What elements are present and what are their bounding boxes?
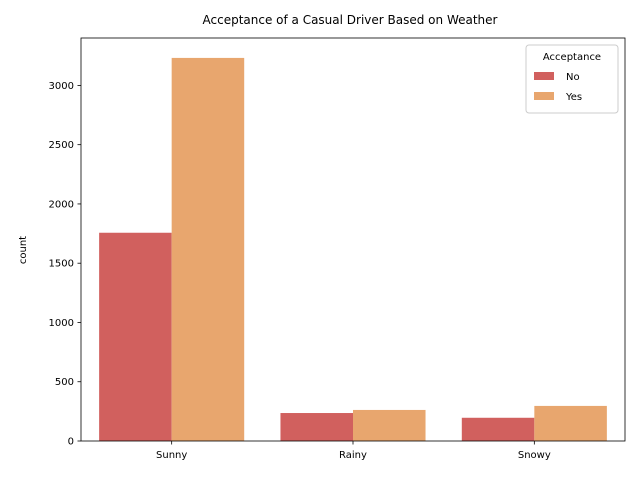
- x-tick-label-rainy: Rainy: [339, 450, 367, 461]
- legend-swatch-no: [534, 72, 554, 80]
- x-tick-label-sunny: Sunny: [156, 450, 187, 461]
- y-tick-label: 3000: [49, 81, 74, 92]
- legend-swatch-yes: [534, 92, 554, 100]
- bar-snowy-no: [461, 417, 535, 441]
- bar-rainy-no: [280, 413, 353, 441]
- legend-title: Acceptance: [543, 52, 601, 63]
- legend-label-yes: Yes: [565, 92, 582, 103]
- legend: Acceptance No Yes: [525, 44, 619, 114]
- bar-sunny-no: [99, 232, 172, 441]
- y-tick-label: 500: [55, 377, 74, 388]
- y-axis: 0 500 1000 1500 2000 2500 3000: [49, 81, 81, 448]
- bar-sunny-yes: [171, 57, 245, 442]
- y-axis-label: count: [18, 236, 29, 264]
- y-tick-label: 1000: [49, 318, 74, 329]
- y-tick-label: 0: [68, 437, 74, 448]
- y-tick-label: 2000: [49, 199, 74, 210]
- chart-title: Acceptance of a Casual Driver Based on W…: [203, 13, 498, 27]
- bar-snowy-yes: [534, 405, 607, 441]
- legend-label-no: No: [566, 72, 580, 83]
- x-tick-label-snowy: Snowy: [518, 450, 551, 461]
- plot-frame: [80, 37, 626, 442]
- bar-rainy-yes: [353, 409, 426, 441]
- x-axis: Sunny Rainy Snowy: [156, 441, 551, 461]
- y-tick-label: 2500: [49, 140, 74, 151]
- bars-group: [99, 57, 607, 442]
- y-tick-label: 1500: [49, 259, 74, 270]
